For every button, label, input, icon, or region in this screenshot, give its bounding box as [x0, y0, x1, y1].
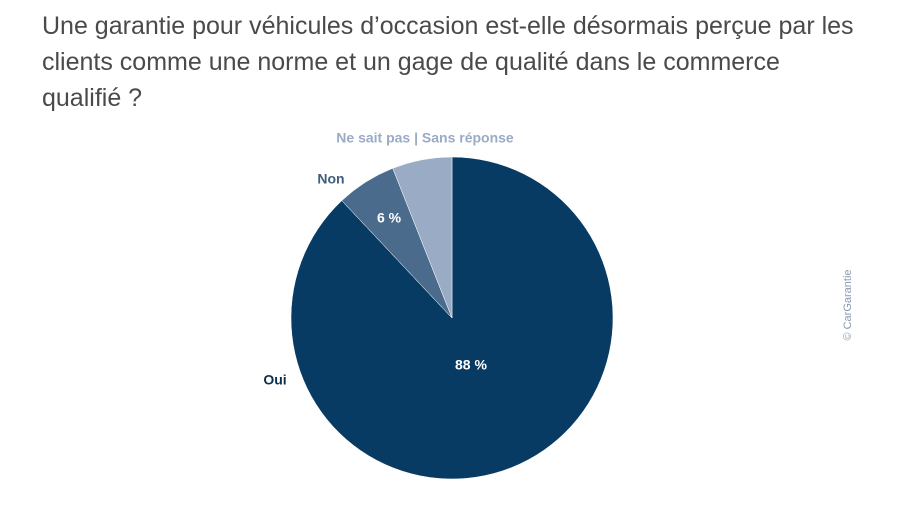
value-label: 88 %	[455, 357, 487, 373]
pie-slice	[392, 156, 453, 319]
category-label: Oui	[263, 372, 286, 388]
category-label: Ne sait pas | Sans réponse	[336, 130, 514, 146]
category-label: Non	[317, 171, 344, 187]
value-label: 6 %	[377, 209, 402, 225]
chart-title: Une garantie pour véhicules d’occasion e…	[42, 12, 854, 112]
credit: © CarGarantie	[842, 269, 854, 340]
